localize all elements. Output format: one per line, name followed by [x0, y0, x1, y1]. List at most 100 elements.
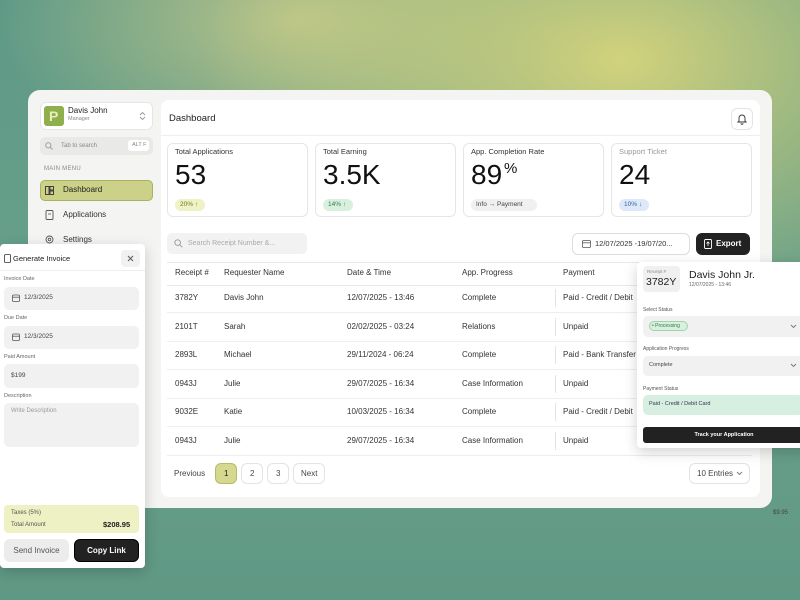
table-search[interactable]	[167, 233, 307, 254]
table-cell: 10/03/2025 - 16:34	[347, 407, 415, 416]
menu-item[interactable]: Dashboard	[63, 185, 103, 194]
page-title: Dashboard	[169, 113, 216, 124]
stat-value: 89	[471, 159, 503, 190]
date-range-picker[interactable]	[572, 233, 690, 255]
field-label: Description	[4, 393, 32, 399]
search-placeholder: Search Receipt Number &...	[188, 240, 276, 247]
table-cell: Relations	[462, 321, 496, 331]
table-cell: 9032E	[175, 407, 199, 416]
column-header: Date & Time	[347, 268, 392, 277]
total-amount: $208.95	[103, 520, 131, 529]
applicant-datetime: 12/07/2025 - 13:46	[689, 282, 731, 288]
field-label: Payment Status	[643, 386, 679, 392]
field-label: Select Status	[643, 307, 673, 313]
table-cell: Julie	[224, 435, 241, 445]
stat-badge	[175, 199, 205, 211]
table-cell: Paid - Credit / Debit	[563, 407, 633, 416]
table-cell: Complete	[462, 350, 497, 359]
entries-label: 10 Entries	[697, 469, 734, 478]
applications-icon	[45, 210, 54, 220]
search-placeholder: Tab to search	[61, 143, 98, 149]
page-number[interactable]: 1	[224, 469, 229, 478]
next-label: Next	[301, 469, 318, 478]
stat-label: Total Applications	[175, 147, 233, 156]
chevron-icon	[790, 363, 797, 368]
sidebar-search[interactable]	[40, 137, 153, 155]
calendar-icon	[582, 240, 591, 248]
stat-label: Support Ticket	[619, 147, 667, 156]
stat-value: 24	[619, 159, 651, 190]
amount-input[interactable]	[4, 364, 139, 388]
column-header: App. Progress	[462, 268, 513, 277]
cell-divider	[555, 346, 556, 364]
calendar-icon	[12, 294, 20, 302]
receipt-number: 3782Y	[646, 276, 677, 288]
progress-value: Complete	[649, 362, 673, 368]
table-cell: Case Information	[462, 435, 523, 445]
entries-select[interactable]	[689, 463, 750, 484]
section-label: MAIN MENU	[44, 166, 82, 172]
button-label: Track your Application	[694, 432, 754, 438]
copy-link-button[interactable]: Copy Link	[74, 539, 139, 562]
stat-label: Total Earning	[323, 147, 367, 156]
detail-panel	[637, 262, 800, 448]
button-label: Copy Link	[87, 546, 126, 555]
receipt-label: Receipt #	[647, 269, 667, 274]
next-button[interactable]	[293, 463, 325, 484]
date-input[interactable]	[4, 287, 139, 310]
menu-item[interactable]: Settings	[63, 235, 92, 244]
search-icon	[45, 142, 53, 150]
column-header: Payment	[563, 268, 595, 277]
row-divider	[167, 397, 752, 399]
row-divider	[167, 312, 752, 313]
column-header: Requester Name	[224, 268, 285, 277]
stat-badge	[471, 199, 537, 211]
cell-divider	[555, 317, 556, 336]
table-cell: 02/02/2025 - 03:24	[347, 321, 415, 331]
table-cell: Unpaid	[563, 321, 589, 331]
field-label: Invoice Date	[4, 276, 35, 282]
stat-card	[463, 143, 604, 217]
description-input[interactable]	[4, 403, 139, 447]
stat-card	[315, 143, 456, 217]
page-button-active[interactable]	[215, 463, 237, 484]
date-input[interactable]	[4, 326, 139, 349]
previous-button[interactable]: Previous	[174, 469, 206, 478]
table-cell: Julie	[224, 378, 241, 388]
search-icon	[174, 239, 183, 248]
date-range: 12/07/2025 -19/07/20...	[595, 239, 673, 248]
stat-badge	[619, 199, 649, 211]
stat-card	[167, 143, 308, 217]
table-cell: 0943J	[175, 378, 197, 388]
invoice-date: 12/3/2025	[24, 294, 53, 301]
table-cell: 2893L	[175, 350, 198, 359]
page-button[interactable]	[241, 463, 263, 484]
chevron-icon	[139, 111, 146, 121]
page-button[interactable]	[267, 463, 289, 484]
description-placeholder: Write Description	[11, 408, 57, 414]
menu-item-active[interactable]	[40, 180, 153, 201]
track-button[interactable]: Track your Application	[643, 427, 800, 443]
cell-divider	[555, 374, 556, 393]
table-cell: Case Information	[462, 378, 523, 388]
table-cell: Paid - Credit / Debit	[563, 293, 633, 302]
stat-value: 53	[175, 159, 207, 190]
progress-select[interactable]	[643, 356, 800, 376]
invoice-icon	[4, 254, 11, 263]
send-invoice-button[interactable]: Send Invoice	[4, 539, 69, 562]
invoice-title: Generate Invoice	[13, 254, 71, 263]
notification-button[interactable]	[731, 108, 753, 130]
row-divider	[167, 340, 752, 342]
stat-value: 3.5K	[323, 159, 381, 190]
export-label: Export	[716, 239, 742, 248]
page-number[interactable]: 2	[250, 469, 255, 478]
menu-item[interactable]: Applications	[63, 210, 107, 219]
chevron-icon	[790, 324, 797, 329]
export-button[interactable]	[696, 233, 750, 255]
table-cell: 2101T	[175, 321, 198, 331]
calendar-icon	[12, 333, 20, 341]
dashboard-icon	[45, 186, 54, 195]
payment-field[interactable]	[643, 395, 800, 415]
page-number[interactable]: 3	[276, 469, 281, 478]
